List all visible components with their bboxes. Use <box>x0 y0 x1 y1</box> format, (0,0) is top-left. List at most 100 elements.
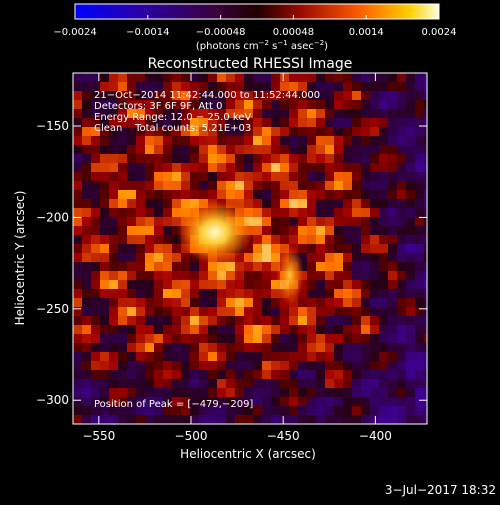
heatmap-cell <box>379 289 388 298</box>
heatmap-cell <box>82 118 91 127</box>
heatmap-cell <box>172 280 181 289</box>
heatmap-cell <box>208 289 217 298</box>
heatmap-cell <box>91 352 100 361</box>
heatmap-cell <box>343 154 352 163</box>
heatmap-cell <box>172 397 181 406</box>
heatmap-cell <box>424 334 427 343</box>
heatmap-cell <box>181 100 190 109</box>
heatmap-cell <box>361 280 370 289</box>
heatmap-cell <box>325 154 334 163</box>
heatmap-cell <box>370 244 379 253</box>
heatmap-cell <box>424 235 427 244</box>
heatmap-cell <box>217 361 226 370</box>
heatmap-cell <box>352 307 361 316</box>
heatmap-cell <box>289 397 298 406</box>
heatmap-cell <box>325 100 334 109</box>
heatmap-cell <box>208 352 217 361</box>
heatmap-cell <box>307 253 316 262</box>
heatmap-cell <box>280 325 289 334</box>
heatmap-cell <box>262 217 271 226</box>
heatmap-cell <box>190 334 199 343</box>
heatmap-cell <box>397 235 406 244</box>
heatmap-cell <box>370 406 379 415</box>
heatmap-cell <box>235 154 244 163</box>
heatmap-cell <box>280 100 289 109</box>
heatmap-cell <box>343 361 352 370</box>
heatmap-cell <box>208 118 217 127</box>
heatmap-cell <box>253 91 262 100</box>
heatmap-cell <box>118 82 127 91</box>
heatmap-cell <box>91 334 100 343</box>
heatmap-cell <box>217 118 226 127</box>
heatmap-cell <box>172 181 181 190</box>
heatmap-cell <box>388 415 397 424</box>
heatmap-cell <box>253 379 262 388</box>
heatmap-cell <box>415 415 424 424</box>
heatmap-cell <box>415 388 424 397</box>
heatmap-cell <box>325 307 334 316</box>
heatmap-cell <box>172 154 181 163</box>
heatmap-cell <box>316 307 325 316</box>
heatmap-cell <box>325 415 334 424</box>
heatmap-cell <box>109 397 118 406</box>
heatmap-cell <box>343 352 352 361</box>
heatmap-cell <box>73 262 82 271</box>
heatmap-cell <box>73 298 82 307</box>
heatmap-cell <box>415 316 424 325</box>
heatmap-cell <box>163 181 172 190</box>
heatmap-cell <box>244 361 253 370</box>
heatmap-cell <box>190 190 199 199</box>
heatmap-cell <box>316 190 325 199</box>
heatmap-cell <box>91 190 100 199</box>
heatmap-cell <box>316 163 325 172</box>
heatmap-cell <box>118 154 127 163</box>
heatmap-cell <box>397 316 406 325</box>
heatmap-cell <box>136 271 145 280</box>
heatmap-cell <box>361 109 370 118</box>
heatmap-cell <box>100 181 109 190</box>
heatmap-cell <box>352 379 361 388</box>
heatmap-cell <box>361 190 370 199</box>
heatmap-cell <box>352 82 361 91</box>
colorbar-tick-label: −0.0024 <box>53 27 96 38</box>
heatmap-cell <box>397 280 406 289</box>
heatmap-cell <box>118 190 127 199</box>
heatmap-cell <box>334 397 343 406</box>
heatmap-cell <box>352 100 361 109</box>
heatmap-cell <box>271 352 280 361</box>
heatmap-cell <box>343 208 352 217</box>
heatmap-cell <box>208 181 217 190</box>
heatmap-cell <box>235 334 244 343</box>
heatmap-cell <box>127 217 136 226</box>
heatmap-cell <box>127 361 136 370</box>
heatmap-cell <box>424 199 427 208</box>
y-tick-label: −200 <box>36 210 69 224</box>
heatmap-cell <box>109 262 118 271</box>
heatmap-cell <box>127 352 136 361</box>
heatmap-cell <box>127 316 136 325</box>
heatmap-cell <box>370 217 379 226</box>
heatmap-cell <box>325 262 334 271</box>
heatmap-cell <box>415 136 424 145</box>
heatmap-cell <box>190 91 199 100</box>
heatmap-cell <box>289 73 298 82</box>
heatmap-cell <box>181 406 190 415</box>
heatmap-cell <box>163 100 172 109</box>
axis-ticks: −550 −500 −450 −400−150−200−250−300 <box>36 73 427 443</box>
heatmap-cell <box>136 280 145 289</box>
heatmap-cell <box>163 163 172 172</box>
heatmap-cell <box>424 82 427 91</box>
heatmap-cell <box>172 172 181 181</box>
heatmap-cell <box>406 154 415 163</box>
heatmap-cell <box>118 271 127 280</box>
heatmap-cell <box>253 388 262 397</box>
heatmap-cell <box>352 244 361 253</box>
heatmap-cell <box>145 262 154 271</box>
heatmap-cell <box>226 361 235 370</box>
heatmap-cell <box>181 127 190 136</box>
heatmap-cell <box>307 199 316 208</box>
heatmap-cell <box>235 280 244 289</box>
heatmap-cell <box>127 127 136 136</box>
heatmap-cell <box>280 145 289 154</box>
heatmap-cell <box>262 73 271 82</box>
